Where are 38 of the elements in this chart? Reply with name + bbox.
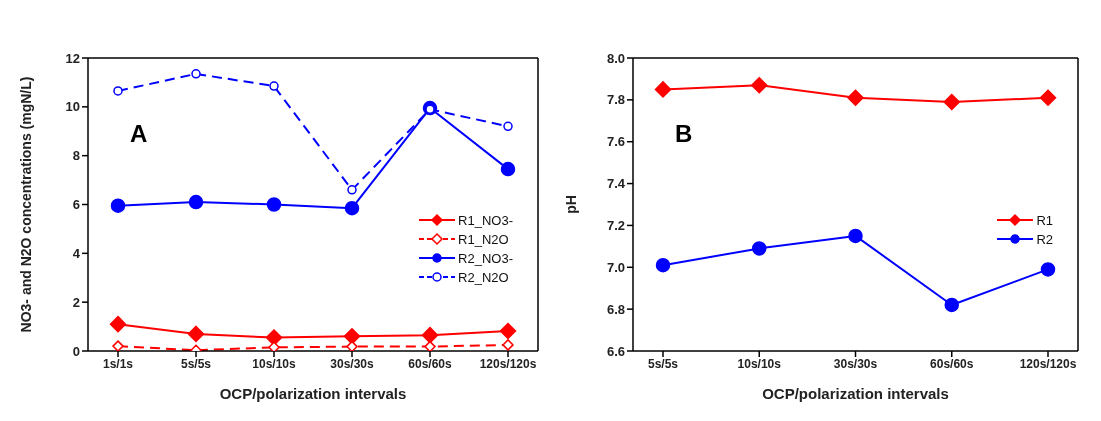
x-axis-title: OCP/polarization intervals [762, 385, 949, 402]
legend-label: R1_NO3- [458, 212, 513, 228]
y-tick-label: 7.2 [606, 218, 625, 234]
y-tick-label: 7.4 [606, 176, 626, 192]
x-tick-label: 1s/1s [102, 356, 134, 371]
y-tick-label: 6 [72, 197, 80, 213]
y-tick-label: 7.8 [606, 92, 625, 108]
y-tick-label: 12 [65, 50, 80, 66]
y-tick-label: 6.8 [606, 301, 625, 317]
x-tick-label: 30s/30s [833, 356, 878, 371]
x-tick-label: 60s/60s [408, 356, 453, 371]
x-tick-label: 120s/120s [479, 356, 537, 371]
y-tick-label: 4 [72, 245, 81, 261]
x-tick-label: 60s/60s [930, 356, 974, 371]
x-tick-label: 5s/5s [647, 356, 679, 371]
y-tick-label: 10 [65, 99, 80, 115]
x-tick-label: 10s/10s [737, 356, 782, 371]
y-tick-label: 7.0 [606, 259, 625, 275]
y-tick-label: 8.0 [606, 50, 625, 66]
legend-label: R1_N2O [458, 231, 509, 247]
legend-label: R2_N2O [458, 269, 509, 285]
x-tick-label: 120s/120s [1019, 356, 1077, 371]
x-tick-label: 30s/30s [330, 356, 375, 371]
y-axis-title: pH [562, 195, 579, 214]
annotation: B [675, 120, 693, 148]
legend-label: R2_NO3- [458, 250, 513, 266]
y-axis-title: NO3- and N2O concentrations (mgN/L) [17, 76, 34, 333]
y-tick-label: 0 [72, 343, 80, 359]
y-tick-label: 6.6 [606, 343, 625, 359]
x-axis-title: OCP/polarization intervals [219, 385, 407, 402]
x-tick-label: 5s/5s [180, 356, 212, 371]
y-tick-label: 8 [72, 148, 80, 164]
y-tick-label: 7.6 [606, 134, 625, 150]
y-tick-label: 2 [72, 294, 80, 310]
legend-label: R1 [1036, 212, 1053, 228]
legend-label: R2 [1036, 231, 1053, 247]
x-tick-label: 10s/10s [252, 356, 297, 371]
annotation: A [130, 120, 148, 148]
